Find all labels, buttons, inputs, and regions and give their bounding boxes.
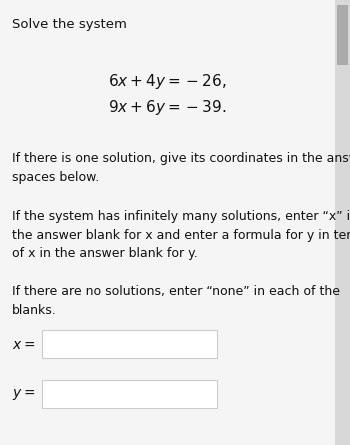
Text: $9x + 6y = -39.$: $9x + 6y = -39.$	[108, 98, 226, 117]
Text: $x =$: $x =$	[12, 338, 35, 352]
Text: $y =$: $y =$	[12, 388, 35, 402]
Bar	[337, 5, 348, 65]
Bar	[335, 0, 350, 445]
Bar	[42, 380, 217, 408]
Bar	[42, 330, 217, 358]
Text: $6x + 4y = -26,$: $6x + 4y = -26,$	[108, 72, 226, 91]
Text: If the system has infinitely many solutions, enter “x” in
the answer blank for x: If the system has infinitely many soluti…	[12, 210, 350, 260]
Text: If there is one solution, give its coordinates in the answer
spaces below.: If there is one solution, give its coord…	[12, 152, 350, 183]
Text: If there are no solutions, enter “none” in each of the
blanks.: If there are no solutions, enter “none” …	[12, 285, 340, 316]
Text: Solve the system: Solve the system	[12, 18, 127, 31]
